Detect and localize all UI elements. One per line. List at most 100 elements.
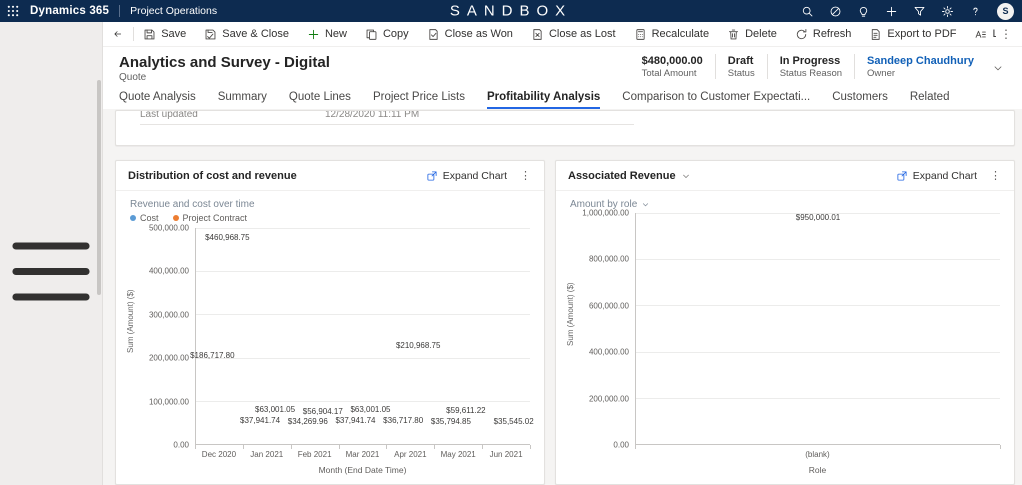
bar-group: $35,794.85 $59,611.22	[431, 228, 486, 444]
y-axis-title: Sum (Amount) ($)	[126, 289, 135, 354]
user-avatar[interactable]: S	[997, 2, 1014, 20]
main-pane: Save Save & Close New Copy Close as Won Close…	[103, 22, 1022, 485]
app-name[interactable]: Project Operations	[130, 5, 218, 17]
bar-group: $37,941.74 $63,001.05	[335, 228, 390, 444]
command-save-close-button[interactable]: Save & Close	[204, 28, 289, 41]
settings-icon[interactable]	[941, 5, 954, 18]
x-tick-mark	[434, 445, 436, 449]
legend-label: Project Contract	[182, 213, 248, 223]
y-tick-label: 600,000.00	[588, 301, 629, 311]
chart-title-text: Amount by role	[570, 199, 638, 210]
field-label: Status Reason	[779, 68, 843, 79]
tab-profitability-analysis[interactable]: Profitability Analysis	[487, 91, 600, 109]
field-label: Total Amount	[641, 68, 697, 79]
address-icon	[974, 28, 987, 41]
chart-title[interactable]: Amount by role	[566, 199, 1000, 210]
tab-comparison-to-customer-expectati-[interactable]: Comparison to Customer Expectati...	[622, 91, 811, 103]
page-title: Analytics and Survey - Digital	[119, 54, 330, 71]
field-label: Owner	[867, 68, 896, 79]
popout-icon	[896, 170, 908, 182]
environment-banner: SANDBOX	[449, 2, 573, 20]
chart-panel-title[interactable]: Associated Revenue	[568, 170, 691, 182]
topbar-actions: S	[801, 2, 1014, 20]
commandbar-divider	[132, 27, 134, 41]
tab-quote-analysis[interactable]: Quote Analysis	[119, 91, 196, 103]
legend-item[interactable]: Cost	[130, 213, 159, 223]
data-label: $950,000.01	[795, 212, 841, 222]
legend-label: Cost	[140, 213, 159, 223]
guided-tour-icon[interactable]	[829, 5, 842, 18]
sidebar-scrollbar[interactable]	[97, 80, 101, 295]
command-label: Close as Lost	[548, 28, 616, 40]
hamburger-menu-icon[interactable]	[0, 40, 102, 485]
chart-more-options-button[interactable]: ⋮	[520, 170, 531, 182]
gridline	[196, 228, 530, 229]
gridline	[636, 213, 1000, 214]
data-label: $35,545.02	[493, 416, 534, 426]
tab-related[interactable]: Related	[909, 91, 950, 103]
filter-icon[interactable]	[913, 5, 926, 18]
site-map-sidebar: HomeRecentPinnedCustomersCustomersContac…	[0, 22, 103, 485]
cost-revenue-chart: Revenue and cost over time Cost Project Co…	[116, 191, 544, 484]
tab-summary[interactable]: Summary	[217, 91, 267, 103]
plus-icon[interactable]	[885, 5, 898, 18]
field-label: Status	[727, 68, 755, 79]
y-axis-ticks: 500,000.00 400,000.00 300,000.00 200,000.00…	[139, 224, 195, 450]
data-label: $35,794.85	[430, 416, 471, 426]
x-tick-mark	[290, 445, 292, 449]
header-field-status: Draft Status	[716, 54, 768, 79]
app-launcher-waffle-icon[interactable]	[6, 4, 20, 18]
search-icon[interactable]	[801, 5, 814, 18]
tab-project-price-lists[interactable]: Project Price Lists	[372, 91, 465, 103]
tab-content: Last updated 12/28/2020 11:11 PM Distrib…	[103, 109, 1022, 485]
help-icon[interactable]	[969, 5, 982, 18]
chart-more-options-button[interactable]: ⋮	[990, 170, 1001, 182]
command-delete-button[interactable]: Delete	[727, 28, 777, 41]
chart-panel-header: Distribution of cost and revenue Expand …	[116, 161, 544, 191]
plot-canvas: $186,717.80 $460,968.75 $37,941.74 $63,001.…	[190, 228, 534, 445]
chart-panel-title: Distribution of cost and revenue	[128, 169, 297, 182]
command-label: Export to PDF	[887, 28, 957, 40]
x-category-label: Dec 2020	[201, 450, 237, 459]
legend-item[interactable]: Project Contract	[172, 213, 248, 223]
x-tick-mark	[242, 445, 244, 449]
command-label: Recalculate	[651, 28, 710, 40]
command-recalculate-button[interactable]: Recalculate	[634, 28, 709, 41]
lightbulb-icon[interactable]	[857, 5, 870, 18]
gridline	[636, 351, 1000, 353]
cost-revenue-chart-card: Distribution of cost and revenue Expand …	[115, 160, 545, 485]
command-refresh-button[interactable]: Refresh	[795, 28, 851, 41]
expand-chart-button[interactable]: Expand Chart	[896, 170, 977, 182]
back-arrow-icon[interactable]	[113, 27, 123, 41]
chevron-down-icon	[641, 200, 650, 209]
data-label: $36,717.80	[383, 416, 424, 426]
gridline	[196, 314, 530, 316]
header-expand-chevron-icon[interactable]	[992, 62, 1004, 74]
export-pdf-icon	[869, 28, 882, 41]
expand-chart-button[interactable]: Expand Chart	[426, 170, 507, 182]
command-look-up-address-button[interactable]: Look Up Address	[974, 28, 996, 41]
x-axis-category-labels: Dec 2020 Jan 2021 Feb 2021 Mar 2021 Apr 2021…	[195, 450, 530, 462]
y-axis-ticks: 1,000,000.00 800,000.00 600,000.00 400,000.…	[579, 209, 635, 450]
x-tick-mark	[482, 445, 484, 449]
plot-area: Sum (Amount) ($) 1,000,000.00 800,000.00 60…	[566, 209, 1001, 476]
gridline	[196, 357, 530, 359]
refresh-icon	[795, 28, 808, 41]
field-value[interactable]: Sandeep Chaudhury	[867, 55, 974, 67]
tab-customers[interactable]: Customers	[832, 91, 888, 103]
x-tick-mark	[338, 445, 340, 449]
command-copy-button[interactable]: Copy	[365, 28, 409, 41]
tab-quote-lines[interactable]: Quote Lines	[288, 91, 351, 103]
command-close-as-lost-button[interactable]: Close as Lost	[531, 28, 616, 41]
command-save-button[interactable]: Save	[143, 28, 186, 41]
plot-canvas: $950,000.01	[635, 213, 1000, 445]
x-axis-category-labels: (blank)	[635, 450, 1000, 462]
command-new-button[interactable]: New	[307, 28, 347, 41]
command-overflow-button[interactable]: ⋮	[1000, 27, 1013, 41]
brand-title: Dynamics 365	[30, 5, 110, 17]
last-updated-label: Last updated	[140, 110, 198, 120]
bar-group: $950,000.01	[636, 213, 1000, 444]
command-export-to-pdf-button[interactable]: Export to PDF	[869, 28, 956, 41]
command-close-as-won-button[interactable]: Close as Won	[427, 28, 513, 41]
plus-icon	[307, 28, 320, 41]
